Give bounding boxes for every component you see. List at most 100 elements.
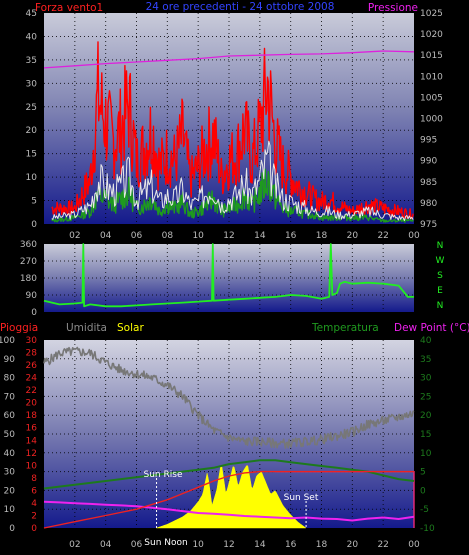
wind-direction-series-line <box>43 243 414 308</box>
time-x-tick-label: 22 <box>377 540 388 550</box>
rain-y-tick-label: 24 <box>26 374 38 384</box>
rain-y-tick-label: 26 <box>26 361 38 371</box>
sun-noon-label: Sun Noon <box>144 538 187 548</box>
time-x-tick-label: 10 <box>192 231 204 241</box>
temperature-y-tick-label: 25 <box>420 392 431 402</box>
wind-y-tick-label: 15 <box>26 150 37 160</box>
humidity-y-tick-label: 10 <box>4 505 16 515</box>
time-x-tick-label: 00 <box>408 231 420 241</box>
humidity-y-tick-label: 70 <box>4 392 16 402</box>
rain-y-tick-label: 4 <box>31 499 37 509</box>
compass-label: N <box>437 301 444 311</box>
time-x-tick-label: 12 <box>223 231 234 241</box>
rain-y-tick-label: 6 <box>31 486 37 496</box>
pressure-y-tick-label: 1000 <box>420 115 443 125</box>
sun-rise-label: Sun Rise <box>144 470 183 480</box>
sun-set-label: Sun Set <box>284 493 319 503</box>
wind-y-tick-label: 30 <box>26 79 38 89</box>
rain-y-tick-label: 30 <box>26 336 38 346</box>
time-x-tick-label: 02 <box>69 540 80 550</box>
time-x-tick-label: 22 <box>377 231 388 241</box>
time-x-tick-label: 16 <box>285 231 297 241</box>
time-x-tick-label: 04 <box>100 540 112 550</box>
average-wind-series-line <box>51 140 414 221</box>
rain-y-tick-label: 18 <box>26 411 38 421</box>
humidity-y-tick-label: 20 <box>4 486 16 496</box>
pressure-y-tick-label: 1015 <box>420 51 443 61</box>
direction-y-tick-label: 0 <box>31 308 37 318</box>
temperature-header-label: Temperatura <box>311 322 379 334</box>
temperature-y-tick-label: 5 <box>420 468 426 478</box>
time-x-tick-label: 02 <box>69 231 80 241</box>
gust-series-line <box>51 41 414 220</box>
time-x-tick-label: 16 <box>285 540 297 550</box>
dew-point-series-line <box>43 500 415 522</box>
rain-y-tick-label: 16 <box>26 424 38 434</box>
chart-title: 24 ore precedenti - 24 ottobre 2008 <box>146 1 335 13</box>
rain-y-tick-label: 14 <box>26 436 38 446</box>
compass-label: W <box>436 256 445 266</box>
rain-y-tick-label: 28 <box>26 349 38 359</box>
time-x-tick-label: 18 <box>316 540 328 550</box>
direction-y-tick-label: 90 <box>26 291 38 301</box>
time-x-tick-label: 06 <box>131 540 143 550</box>
humidity-y-tick-label: 80 <box>4 374 16 384</box>
time-x-tick-label: 00 <box>408 540 420 550</box>
wind-y-tick-label: 35 <box>26 56 37 66</box>
time-x-tick-label: 14 <box>254 231 266 241</box>
pressure-y-tick-label: 1005 <box>420 93 443 103</box>
compass-label: S <box>437 271 443 281</box>
dewpoint-header-label: Dew Point (°C) <box>394 322 469 334</box>
wind-header-label: Forza vento1 <box>35 2 103 14</box>
temperature-y-tick-label: 0 <box>420 486 426 496</box>
rain-series-line <box>43 470 414 529</box>
humidity-y-tick-label: 60 <box>4 411 16 421</box>
temperature-y-tick-label: -5 <box>420 505 429 515</box>
temperature-y-tick-label: 40 <box>420 336 432 346</box>
rain-y-tick-label: 8 <box>31 474 37 484</box>
pressure-series-line <box>43 50 415 69</box>
temperature-y-tick-label: 10 <box>420 449 432 459</box>
pressure-y-tick-label: 1010 <box>420 72 443 82</box>
humidity-y-tick-label: 0 <box>9 524 15 534</box>
direction-y-tick-label: 180 <box>20 274 37 284</box>
time-x-tick-label: 12 <box>223 540 234 550</box>
wind-y-tick-label: 10 <box>26 173 38 183</box>
wind-y-tick-label: 45 <box>26 9 37 19</box>
humidity-series-line <box>43 346 415 449</box>
humidity-y-tick-label: 40 <box>4 449 16 459</box>
time-x-tick-label: 18 <box>316 231 328 241</box>
temperature-y-tick-label: 20 <box>420 411 432 421</box>
pressure-y-tick-label: 980 <box>420 199 437 209</box>
time-x-tick-label: 06 <box>131 231 143 241</box>
temperature-series-line <box>43 459 415 490</box>
pressure-y-tick-label: 995 <box>420 136 437 146</box>
compass-label: E <box>437 286 443 296</box>
humidity-y-tick-label: 30 <box>4 468 16 478</box>
humidity-y-tick-label: 50 <box>4 430 16 440</box>
pressure-y-tick-label: 1025 <box>420 9 443 19</box>
wind-y-tick-label: 20 <box>26 126 38 136</box>
time-x-tick-label: 14 <box>254 540 266 550</box>
time-x-tick-label: 20 <box>347 231 359 241</box>
wind-y-tick-label: 0 <box>31 220 37 230</box>
solar-header-label: Solar <box>117 322 144 334</box>
time-x-tick-label: 08 <box>162 231 174 241</box>
pressure-y-tick-label: 990 <box>420 157 437 167</box>
time-x-tick-label: 10 <box>192 540 204 550</box>
pressure-header-label: Pressione <box>368 2 418 14</box>
temperature-y-tick-label: 15 <box>420 430 431 440</box>
temperature-y-tick-label: 35 <box>420 355 431 365</box>
time-x-tick-label: 20 <box>347 540 359 550</box>
humidity-y-tick-label: 90 <box>4 355 16 365</box>
wind-y-tick-label: 25 <box>26 103 37 113</box>
direction-panel-background-grid <box>44 244 414 312</box>
temperature-y-tick-label: -10 <box>420 524 435 534</box>
rain-y-tick-label: 10 <box>26 461 38 471</box>
time-x-tick-label: 04 <box>100 231 112 241</box>
humidity-y-tick-label: 100 <box>0 336 15 346</box>
rain-y-tick-label: 2 <box>31 511 37 521</box>
rain-y-tick-label: 22 <box>26 386 37 396</box>
pressure-y-tick-label: 975 <box>420 220 437 230</box>
